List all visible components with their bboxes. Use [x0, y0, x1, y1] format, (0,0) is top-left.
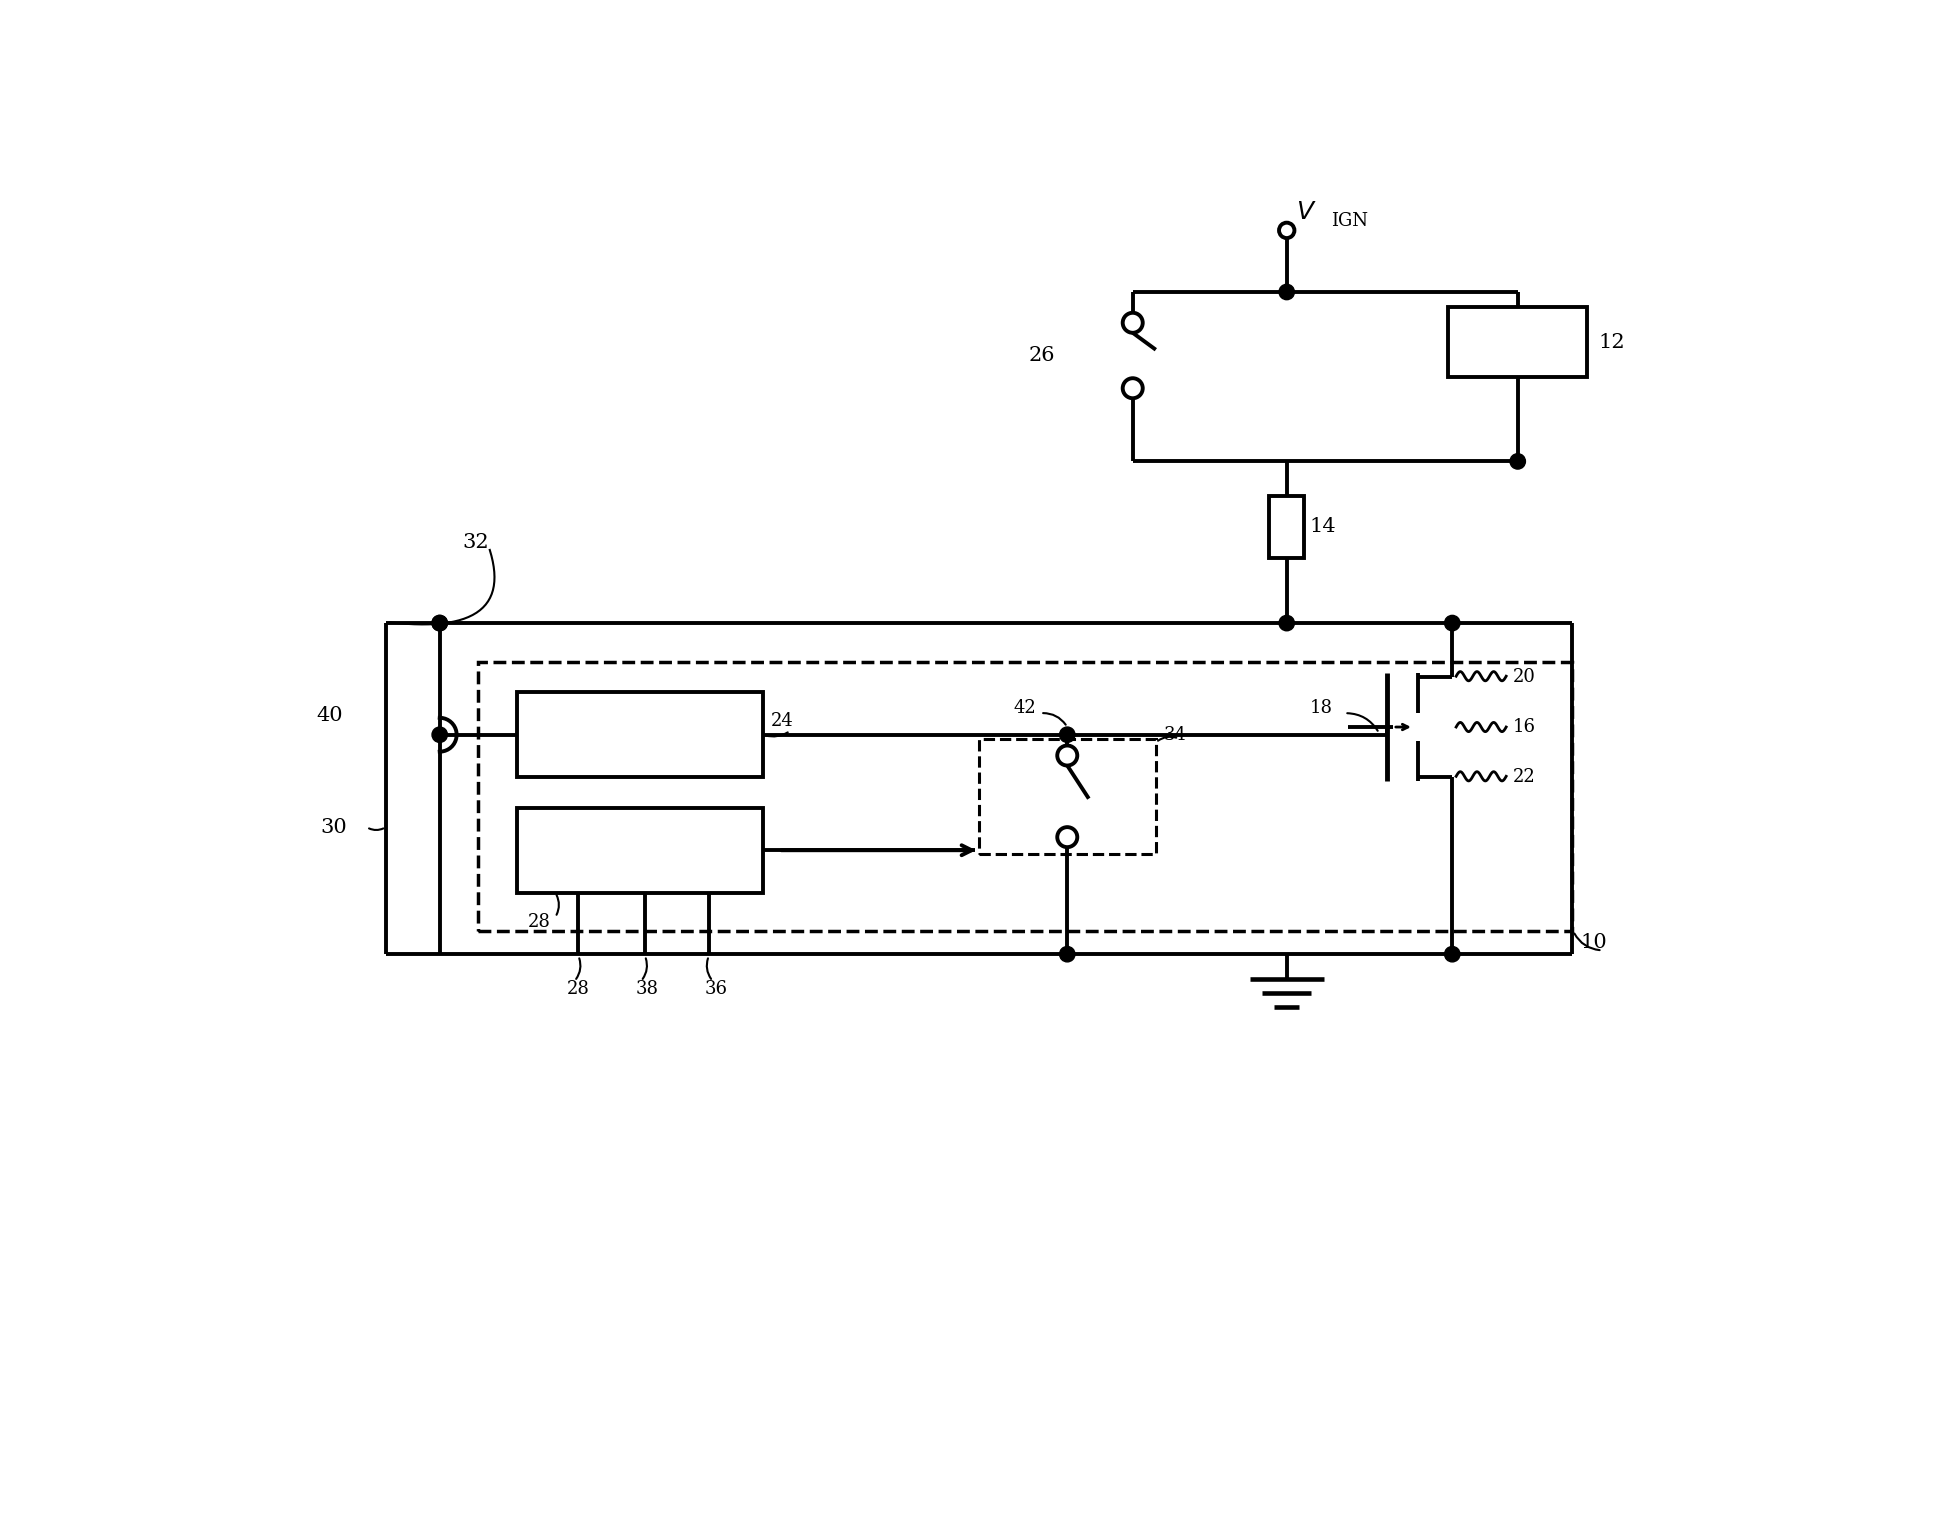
- Circle shape: [1280, 285, 1295, 300]
- Bar: [516, 808, 764, 892]
- Circle shape: [1059, 728, 1074, 743]
- Circle shape: [1445, 615, 1460, 630]
- Text: 36: 36: [706, 980, 727, 998]
- Text: 30: 30: [320, 817, 347, 837]
- Text: 20: 20: [1512, 668, 1536, 686]
- Circle shape: [432, 728, 448, 743]
- Text: 16: 16: [1512, 718, 1536, 737]
- Text: 34: 34: [1163, 726, 1187, 744]
- Text: 18: 18: [1311, 699, 1332, 717]
- Text: 42: 42: [1014, 699, 1035, 717]
- Bar: [479, 662, 1573, 931]
- Bar: [516, 693, 764, 778]
- Text: 32: 32: [463, 533, 489, 552]
- Text: 22: 22: [1512, 769, 1536, 785]
- Text: Protection: Protection: [588, 828, 692, 845]
- Circle shape: [1445, 947, 1460, 962]
- Text: 40: 40: [316, 706, 343, 724]
- Circle shape: [1280, 615, 1295, 630]
- Text: $V$: $V$: [1295, 201, 1317, 224]
- Text: 24: 24: [772, 712, 793, 731]
- Text: 14: 14: [1311, 517, 1336, 536]
- Text: Circuit: Circuit: [605, 857, 675, 875]
- Circle shape: [1510, 454, 1526, 469]
- Text: 26: 26: [1030, 345, 1055, 365]
- Bar: [1448, 307, 1586, 376]
- Circle shape: [432, 615, 448, 630]
- Circle shape: [432, 615, 448, 630]
- Text: IGN: IGN: [1332, 213, 1369, 230]
- Text: 38: 38: [636, 980, 659, 998]
- Bar: [1270, 496, 1305, 557]
- Text: 10: 10: [1580, 933, 1607, 953]
- Text: 28: 28: [527, 913, 551, 931]
- Text: 12: 12: [1598, 332, 1625, 352]
- Text: 28: 28: [566, 980, 589, 998]
- Bar: [979, 738, 1156, 854]
- Text: Processor: Processor: [588, 724, 692, 744]
- Text: Load: Load: [1489, 330, 1545, 353]
- Circle shape: [1059, 947, 1074, 962]
